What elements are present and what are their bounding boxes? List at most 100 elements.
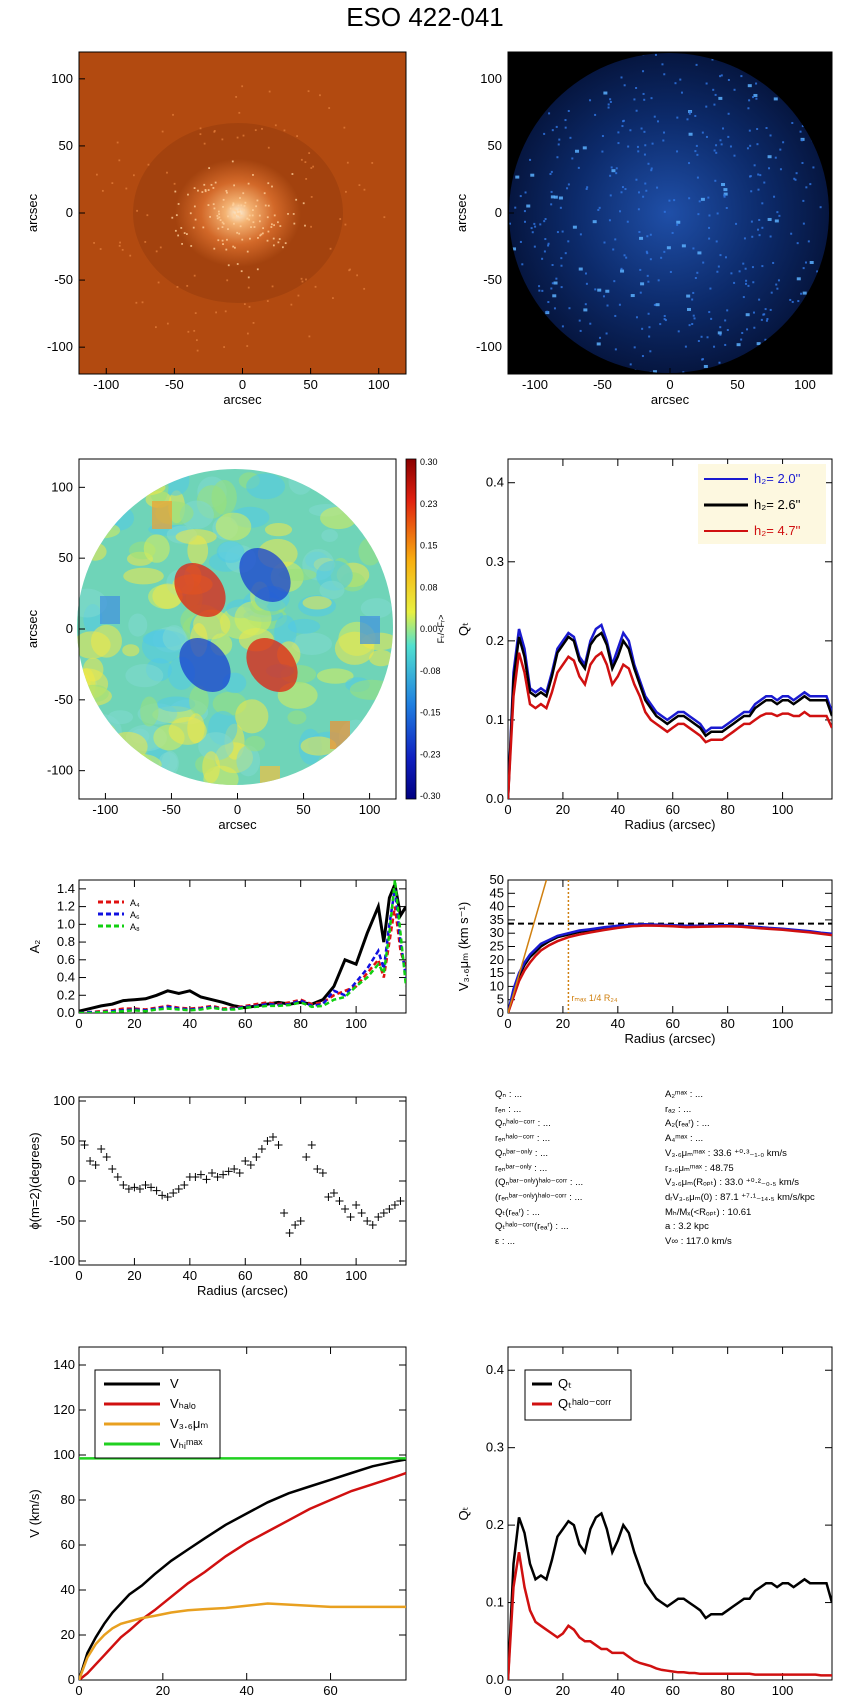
- galaxy-image-blue-speckle: [515, 175, 520, 179]
- galaxy-image-blue-speckle: [629, 363, 632, 366]
- galaxy-image-blue-speckle: [753, 164, 756, 167]
- galaxy-image-orange-speckle: [346, 161, 349, 164]
- galaxy-image-blue-speckle: [772, 261, 775, 264]
- galaxy-image-orange-speckle: [193, 205, 196, 208]
- galaxy-image-blue-speckle: [766, 318, 769, 321]
- galaxy-image-blue-speckle: [549, 173, 552, 176]
- galaxy-image-orange-speckle: [310, 167, 313, 169]
- galaxy-image-orange-speckle: [312, 165, 315, 168]
- galaxy-image-blue-speckle: [773, 97, 778, 101]
- galaxy-image-blue-speckle: [561, 325, 564, 328]
- galaxy-image-blue-speckle: [816, 270, 819, 273]
- v36-ytick-label: 10: [490, 978, 504, 993]
- galaxy-image-blue-speckle: [611, 169, 616, 173]
- img1-xlabel: arcsec: [223, 392, 262, 407]
- galaxy-image-orange-speckle: [193, 329, 196, 332]
- galaxy-image-orange-speckle: [252, 174, 254, 176]
- phi-point: [302, 1153, 311, 1161]
- param-right-row: A₂ᵐᵃˣ : ...: [665, 1089, 703, 1100]
- galaxy-image-blue-speckle: [776, 287, 779, 290]
- galaxy-image-blue-speckle: [697, 213, 700, 216]
- galaxy-image-blue-speckle: [635, 316, 638, 319]
- galaxy-image-blue-speckle: [668, 199, 671, 202]
- galaxy-image-blue-speckle: [809, 183, 812, 186]
- ratio-colorbar-tick-label: -0.08: [420, 666, 441, 676]
- galaxy-image-orange-speckle: [166, 171, 168, 174]
- img1-xtick-label: -50: [165, 377, 184, 392]
- phi-point: [363, 1217, 372, 1225]
- phi-point: [191, 1173, 200, 1181]
- phi-xtick-label: 100: [345, 1268, 367, 1283]
- galaxy-image-orange-speckle: [199, 127, 202, 130]
- galaxy-image-blue-speckle: [719, 139, 722, 142]
- ratio-map-blob: [168, 716, 207, 745]
- v36-ytick-label: 40: [490, 899, 504, 914]
- galaxy-image-orange-speckle: [247, 276, 250, 279]
- ratio-map-blob: [152, 583, 183, 610]
- galaxy-image-blue-speckle: [724, 343, 727, 346]
- ratio-map-blob: [300, 736, 337, 756]
- galaxy-image-blue-speckle: [550, 190, 553, 193]
- galaxy-image-orange-speckle: [207, 204, 210, 206]
- phi-point: [119, 1181, 128, 1189]
- galaxy-image-blue-speckle: [546, 310, 549, 313]
- ratio-map-blob: [90, 624, 122, 658]
- galaxy-image-blue-speckle: [553, 307, 556, 310]
- galaxy-image-blue-speckle: [584, 303, 587, 306]
- galaxy-image-orange-speckle: [226, 279, 229, 282]
- galaxy-image-blue-speckle: [533, 222, 536, 225]
- galaxy-image-blue-speckle: [533, 245, 536, 248]
- galaxy-image-blue-speckle: [769, 308, 772, 311]
- ratio-colorbar-tick-label: 0.23: [420, 499, 438, 509]
- galaxy-image-orange-speckle: [235, 209, 238, 212]
- galaxy-image-blue-speckle: [617, 131, 620, 134]
- phi-xlabel: Radius (arcsec): [197, 1283, 288, 1298]
- a2-ytick-label: 1.2: [57, 899, 75, 914]
- galaxy-image-orange-speckle: [218, 216, 221, 219]
- galaxy-image-orange-speckle: [287, 213, 289, 215]
- galaxy-image-blue-speckle: [608, 219, 611, 222]
- phi-ytick-label: -100: [49, 1253, 75, 1268]
- img2-xtick-label: 100: [794, 377, 816, 392]
- ratio-map-blob: [122, 644, 140, 657]
- ratio-map-blob: [244, 735, 266, 752]
- galaxy-image-blue-speckle: [693, 317, 696, 320]
- galaxy-image-blue-speckle: [635, 178, 638, 181]
- phi-point: [263, 1137, 272, 1145]
- parameter-column-right: A₂ᵐᵃˣ : ... rₐ₂ : ... A₂(rₑₐʳ) : ... A₄ᵐᵃˣ …: [665, 1088, 835, 1250]
- galaxy-image-blue-speckle: [727, 112, 730, 115]
- galaxy-image-blue-speckle: [713, 149, 716, 152]
- galaxy-image-blue-speckle: [761, 226, 764, 229]
- galaxy-image-orange-speckle: [264, 204, 267, 207]
- galaxy-image-orange-speckle: [240, 208, 243, 211]
- galaxy-image-orange-speckle: [246, 217, 249, 220]
- v36-series-line: [508, 924, 832, 1013]
- galaxy-image-blue-speckle: [609, 100, 612, 103]
- galaxy-image-blue-speckle: [682, 371, 685, 373]
- galaxy-image-blue-speckle: [633, 346, 636, 349]
- galaxy-image-orange-speckle: [203, 183, 206, 186]
- galaxy-image-orange-speckle: [246, 345, 249, 347]
- qt_halo-legend-label: Qₜʰᵃˡᵒ⁻ᶜᵒʳʳ: [558, 1396, 611, 1411]
- galaxy-image-blue-speckle: [550, 195, 555, 199]
- galaxy-image-blue-speckle: [795, 172, 798, 175]
- galaxy-image-blue-speckle: [773, 195, 776, 198]
- galaxy-image-orange-speckle: [310, 225, 312, 228]
- galaxy-image-orange-speckle: [267, 230, 270, 233]
- qt_hz-series-line: [508, 631, 832, 799]
- galaxy-image-orange-speckle: [273, 214, 276, 217]
- galaxy-image-blue-speckle: [700, 335, 703, 338]
- param-left-row: rₑₙᵇᵃʳ⁻ᵒⁿˡʸ : ...: [495, 1162, 548, 1174]
- vrot-ylabel: V (km/s): [27, 1489, 42, 1537]
- galaxy-image-orange-speckle: [238, 208, 241, 211]
- galaxy-image-blue-speckle: [671, 231, 674, 234]
- galaxy-image-blue-speckle: [694, 277, 697, 280]
- galaxy-image-blue-speckle: [657, 279, 660, 282]
- galaxy-image-blue-speckle: [614, 348, 617, 351]
- galaxy-image-orange-speckle: [232, 204, 234, 207]
- galaxy-image-orange-speckle: [302, 202, 305, 205]
- vrot-xtick-label: 60: [323, 1683, 337, 1698]
- galaxy-image-blue-speckle: [727, 78, 730, 81]
- galaxy-image-blue-speckle: [723, 194, 726, 197]
- param-right-row: A₄ᵐᵃˣ : ...: [665, 1133, 704, 1145]
